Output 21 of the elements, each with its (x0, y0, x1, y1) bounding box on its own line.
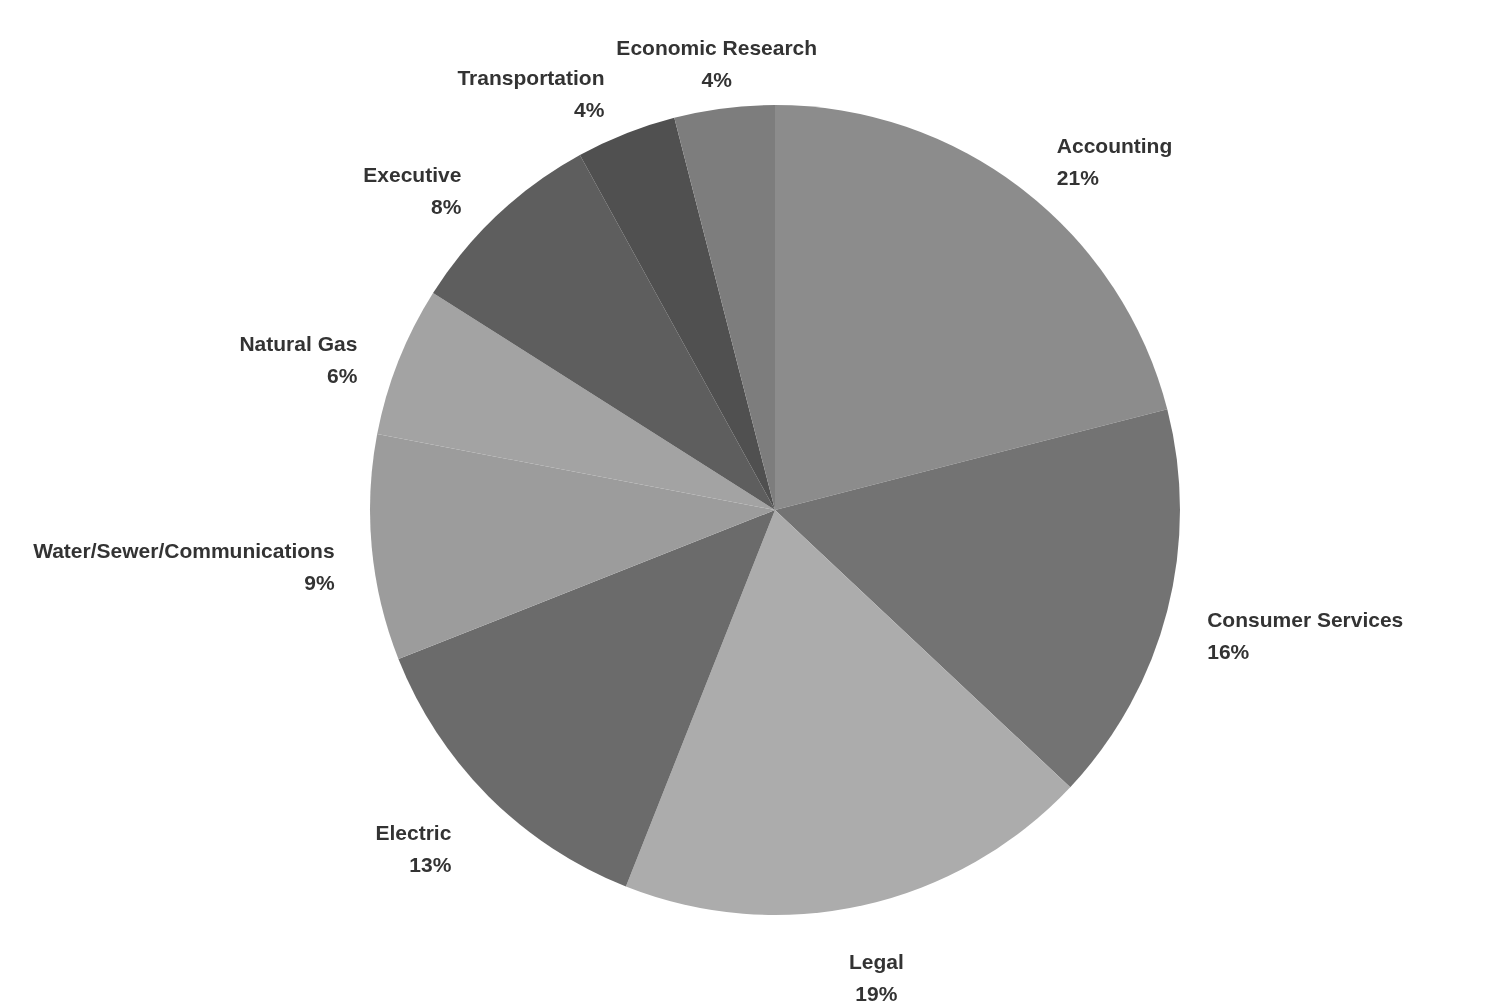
pie-slice (625, 510, 1071, 915)
data-label: 4% (574, 98, 605, 122)
slice-label: Transportation (457, 66, 605, 90)
slice-label: Accounting (1056, 133, 1173, 157)
data-label: 8% (430, 194, 462, 218)
slice-label: Water/Sewer/Communications (33, 538, 335, 562)
data-label: 21% (1056, 165, 1100, 189)
data-label: 16% (1207, 639, 1250, 663)
pie-slice (579, 117, 775, 510)
slice-label: Executive (363, 162, 462, 186)
slice-label: Natural Gas (239, 331, 358, 355)
data-label: 4% (701, 67, 733, 91)
pie-slice (674, 105, 775, 510)
slice-label: Consumer Services (1207, 607, 1404, 631)
slice-label: Legal (848, 950, 904, 974)
data-label: 9% (304, 570, 335, 594)
data-label: 13% (409, 852, 452, 876)
data-label: 6% (326, 363, 358, 387)
slice-label: Economic Research (616, 35, 818, 59)
data-label: 19% (855, 982, 898, 1006)
slice-label: Electric (375, 820, 452, 844)
